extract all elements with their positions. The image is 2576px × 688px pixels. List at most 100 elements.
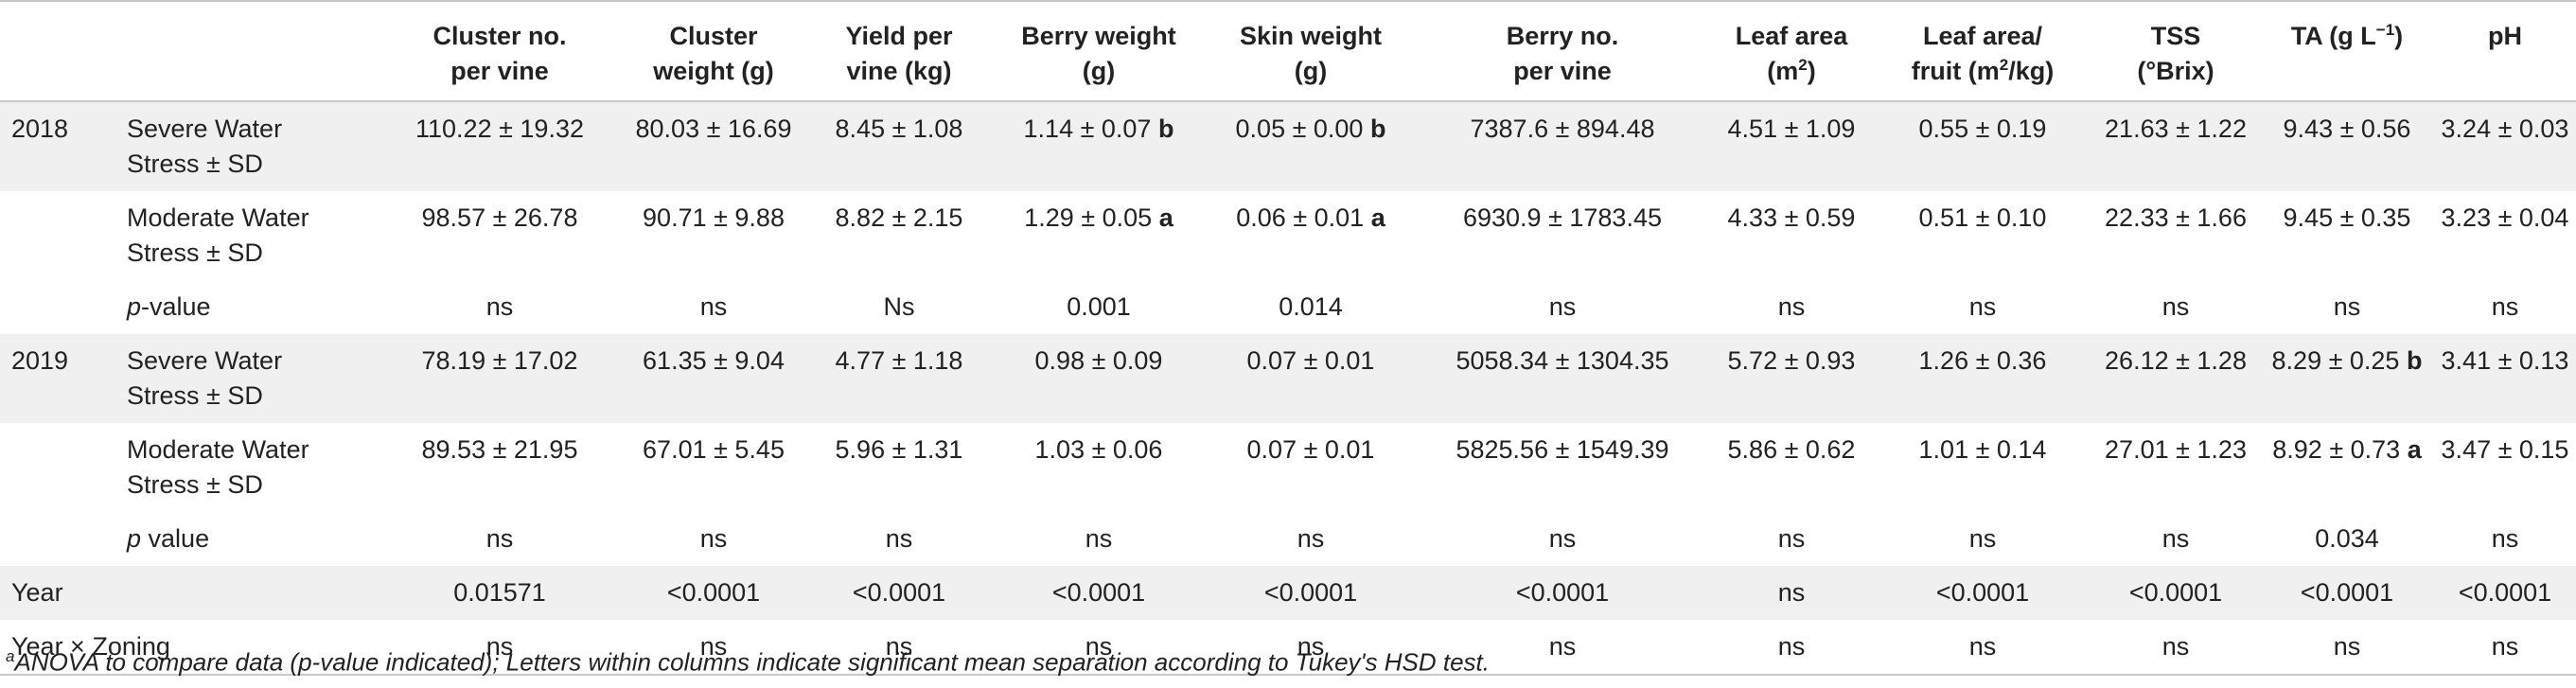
cell-value: ns <box>2491 524 2519 553</box>
cell-value: 5058.34 ± 1304.35 <box>1456 346 1669 375</box>
cell-value: 0.07 ± 0.01 <box>1246 435 1375 464</box>
cell-value: ns <box>1548 632 1577 661</box>
cell-value: <0.0001 <box>2458 578 2552 607</box>
data-cell: ns <box>806 620 992 675</box>
cell-value: 0.01571 <box>453 578 546 607</box>
data-cell: 6930.9 ± 1783.45 <box>1416 191 1709 280</box>
significance-letter: a <box>1370 203 1385 232</box>
cell-value: ns <box>485 632 514 661</box>
cell-value: ns <box>1297 632 1325 661</box>
cell-value: ns <box>1548 524 1577 553</box>
data-cell: ns <box>2260 280 2434 334</box>
treatment-text: Stress ± SD <box>127 238 263 267</box>
cell-value: 1.26 ± 0.36 <box>1918 346 2047 375</box>
header-superscript: 2 <box>1798 56 1808 74</box>
data-cell: ns <box>621 280 806 334</box>
cell-value: 78.19 ± 17.02 <box>421 346 578 375</box>
header-text: Cluster no. <box>432 22 567 50</box>
header-text: Cluster <box>669 22 758 50</box>
cell-value: ns <box>2161 632 2190 661</box>
data-cell: ns <box>1874 512 2091 566</box>
data-cell: ns <box>2434 620 2576 675</box>
footnote-text: ANOVA to compare data (p-value indicated… <box>14 647 1490 677</box>
cell-value: 7387.6 ± 894.48 <box>1470 115 1655 143</box>
table-row: 2019 Severe Water Stress ± SD 78.19 ± 17.02… <box>0 334 2576 423</box>
year-cell <box>0 423 123 512</box>
table-row: Year × Zoning ns ns ns ns ns ns ns ns ns ns ns <box>0 620 2576 675</box>
header-text: Yield per <box>845 22 953 50</box>
cell-value: 90.71 ± 9.88 <box>643 203 785 232</box>
treatment-cell: Moderate Water Stress ± SD <box>123 423 379 512</box>
data-cell: 80.03 ± 16.69 <box>621 101 806 191</box>
data-cell: ns <box>1709 280 1874 334</box>
data-cell: 8.45 ± 1.08 <box>806 101 992 191</box>
cell-value: ns <box>2491 632 2519 661</box>
treatment-text: Stress ± SD <box>127 470 263 499</box>
header-leaf-area: Leaf area (m2) <box>1709 1 1874 101</box>
data-cell: ns <box>2091 620 2260 675</box>
header-text: per vine <box>1513 57 1612 85</box>
data-cell: <0.0001 <box>992 566 1206 620</box>
data-cell: ns <box>2434 280 2576 334</box>
cell-value: 5.86 ± 0.62 <box>1727 435 1856 464</box>
treatment-cell: Moderate Water Stress ± SD <box>123 191 379 280</box>
data-cell: 7387.6 ± 894.48 <box>1416 101 1709 191</box>
data-cell: ns <box>1416 512 1709 566</box>
cell-value: 0.07 ± 0.01 <box>1246 346 1375 375</box>
cell-value: 0.98 ± 0.09 <box>1034 346 1163 375</box>
cell-value: 1.29 ± 0.05 <box>1024 203 1153 232</box>
data-cell: ns <box>1709 620 1874 675</box>
table-row: Year 0.01571 <0.0001 <0.0001 <0.0001 <0.0001 <… <box>0 566 2576 620</box>
cell-value: 61.35 ± 9.04 <box>643 346 785 375</box>
data-cell: ns <box>621 512 806 566</box>
cell-value: 0.014 <box>1279 292 1343 321</box>
data-cell: 0.55 ± 0.19 <box>1874 101 2091 191</box>
data-cell: 26.12 ± 1.28 <box>2091 334 2260 423</box>
data-cell: 0.034 <box>2260 512 2434 566</box>
data-cell: 22.33 ± 1.66 <box>2091 191 2260 280</box>
data-cell: <0.0001 <box>1874 566 2091 620</box>
year-cell <box>0 191 123 280</box>
data-cell: 5.96 ± 1.31 <box>806 423 992 512</box>
cell-value: <0.0001 <box>1263 578 1358 607</box>
cell-value: 9.43 ± 0.56 <box>2283 115 2411 143</box>
cell-value: ns <box>2161 524 2190 553</box>
data-cell: ns <box>992 512 1206 566</box>
year-cell <box>0 280 123 334</box>
cell-value: 5.72 ± 0.93 <box>1727 346 1856 375</box>
data-cell: 3.24 ± 0.03 <box>2434 101 2576 191</box>
data-cell: 0.98 ± 0.09 <box>992 334 1206 423</box>
data-cell: <0.0001 <box>621 566 806 620</box>
cell-value: ns <box>699 632 728 661</box>
cell-value: ns <box>885 524 913 553</box>
cell-value: 0.06 ± 0.01 <box>1236 203 1365 232</box>
data-cell: ns <box>1709 566 1874 620</box>
table-row: Moderate Water Stress ± SD 98.57 ± 26.78 90… <box>0 191 2576 280</box>
treatment-text: Moderate Water <box>127 203 309 232</box>
data-cell: ns <box>1709 512 1874 566</box>
treatment-cell: p-value <box>123 280 379 334</box>
row-label: Year <box>0 566 379 620</box>
cell-value: <0.0001 <box>1935 578 2030 607</box>
cell-value: ns <box>1777 524 1806 553</box>
treatment-text: -value <box>141 292 211 321</box>
data-cell: 5825.56 ± 1549.39 <box>1416 423 1709 512</box>
cell-value: 98.57 ± 26.78 <box>421 203 578 232</box>
cell-value: 8.45 ± 1.08 <box>835 115 963 143</box>
header-berry-no: Berry no. per vine <box>1416 1 1709 101</box>
header-text: fruit (m <box>1911 57 2000 85</box>
cell-value: <0.0001 <box>1515 578 1610 607</box>
cell-value: ns <box>1777 578 1806 607</box>
year-cell: 2019 <box>0 334 123 423</box>
data-cell: 4.77 ± 1.18 <box>806 334 992 423</box>
cell-value: ns <box>2161 292 2190 321</box>
data-cell: 110.22 ± 19.32 <box>379 101 621 191</box>
cell-value: ns <box>1968 292 1997 321</box>
cell-value: <0.0001 <box>1051 578 1146 607</box>
header-text: (m <box>1767 57 1799 85</box>
data-cell: ns <box>1874 280 2091 334</box>
header-cluster-weight: Cluster weight (g) <box>621 1 806 101</box>
table-row: p value ns ns ns ns ns ns ns ns ns 0.034 ns <box>0 512 2576 566</box>
data-cell: 0.05 ± 0.00 b <box>1206 101 1416 191</box>
